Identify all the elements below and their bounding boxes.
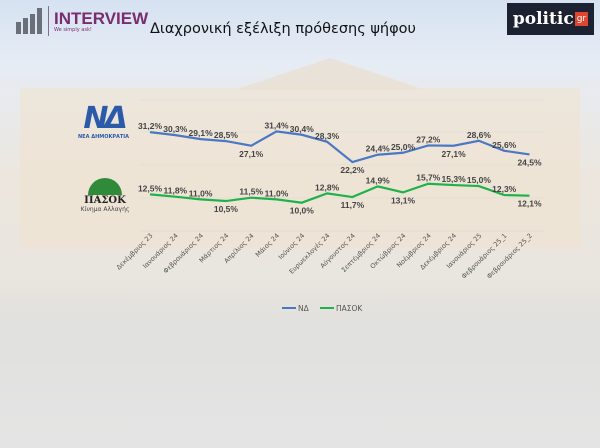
data-label: 27,1% — [442, 149, 467, 159]
data-label: 11,0% — [265, 188, 289, 198]
data-label: 12,5% — [138, 183, 163, 193]
interview-brand: INTERVIEW — [54, 8, 149, 28]
pasok-sun-icon — [88, 178, 122, 195]
data-label: 11,5% — [239, 187, 263, 197]
data-label: 31,4% — [264, 120, 289, 130]
pasok-name: ΠΑΣΟΚ — [84, 195, 126, 206]
chart-title: Διαχρονική εξέλιξη πρόθεσης ψήφου — [150, 21, 416, 37]
nd-mark: ΝΔ — [83, 101, 127, 136]
legend-label: ΠΑΣΟΚ — [336, 304, 363, 313]
data-label: 24,5% — [517, 157, 542, 167]
data-label: 12,1% — [517, 199, 542, 209]
data-label: 10,0% — [290, 206, 315, 216]
data-label: 15,7% — [416, 173, 441, 183]
data-label: 12,8% — [315, 182, 340, 192]
data-label: 11,8% — [163, 186, 187, 196]
data-label: 28,3% — [315, 131, 340, 141]
data-label: 11,7% — [341, 200, 365, 210]
x-tick-label: Φεβρουάριος 25_2 — [485, 232, 534, 281]
header: INTERVIEW We simply ask! Διαχρονική εξέλ… — [0, 0, 600, 46]
data-label: 22,2% — [340, 165, 365, 175]
data-label: 29,1% — [189, 128, 214, 138]
data-label: 24,4% — [366, 144, 391, 154]
data-label: 27,2% — [416, 134, 441, 144]
interview-tagline: We simply ask! — [54, 26, 92, 33]
data-label: 25,0% — [391, 142, 416, 152]
data-label: 15,0% — [467, 175, 492, 185]
data-label: 28,5% — [214, 130, 239, 140]
data-label: 15,3% — [442, 174, 467, 184]
background-square — [0, 320, 600, 448]
data-label: 14,9% — [366, 175, 391, 185]
pasok-subtitle: Κίνημα Αλλαγής — [80, 206, 130, 213]
pasok-logo: ΠΑΣΟΚ Κίνημα Αλλαγής — [80, 178, 130, 213]
series-line-nd — [149, 130, 530, 164]
data-label: 13,1% — [391, 195, 416, 205]
data-label: 11,0% — [189, 188, 213, 198]
data-label: 27,1% — [239, 149, 264, 159]
data-label: 30,4% — [290, 124, 315, 134]
politic-text: politic — [512, 9, 574, 29]
data-label: 28,6% — [467, 130, 492, 140]
interview-logo: INTERVIEW We simply ask! — [16, 6, 148, 36]
data-label: 25,6% — [492, 140, 517, 150]
background-parliament-pediment — [235, 58, 425, 90]
x-tick-label: Φεβρουάριος 25_1 — [460, 232, 509, 281]
series-line-pasok — [149, 182, 530, 204]
data-label: 31,2% — [138, 121, 163, 131]
data-label: 30,3% — [163, 124, 188, 134]
politic-gr-text: gr — [574, 12, 589, 26]
politic-logo: politic gr — [507, 3, 594, 35]
nd-subtitle: ΝΕΑ ΔΗΜΟΚΡΑΤΙΑ — [78, 134, 130, 140]
interview-bars-icon — [16, 8, 42, 34]
legend-label: ΝΔ — [298, 304, 310, 313]
nd-logo: ΝΔ ΝΕΑ ΔΗΜΟΚΡΑΤΙΑ — [78, 101, 130, 141]
background-parliament — [20, 88, 580, 248]
data-label: 10,5% — [214, 204, 239, 214]
data-label: 12,3% — [492, 184, 517, 194]
